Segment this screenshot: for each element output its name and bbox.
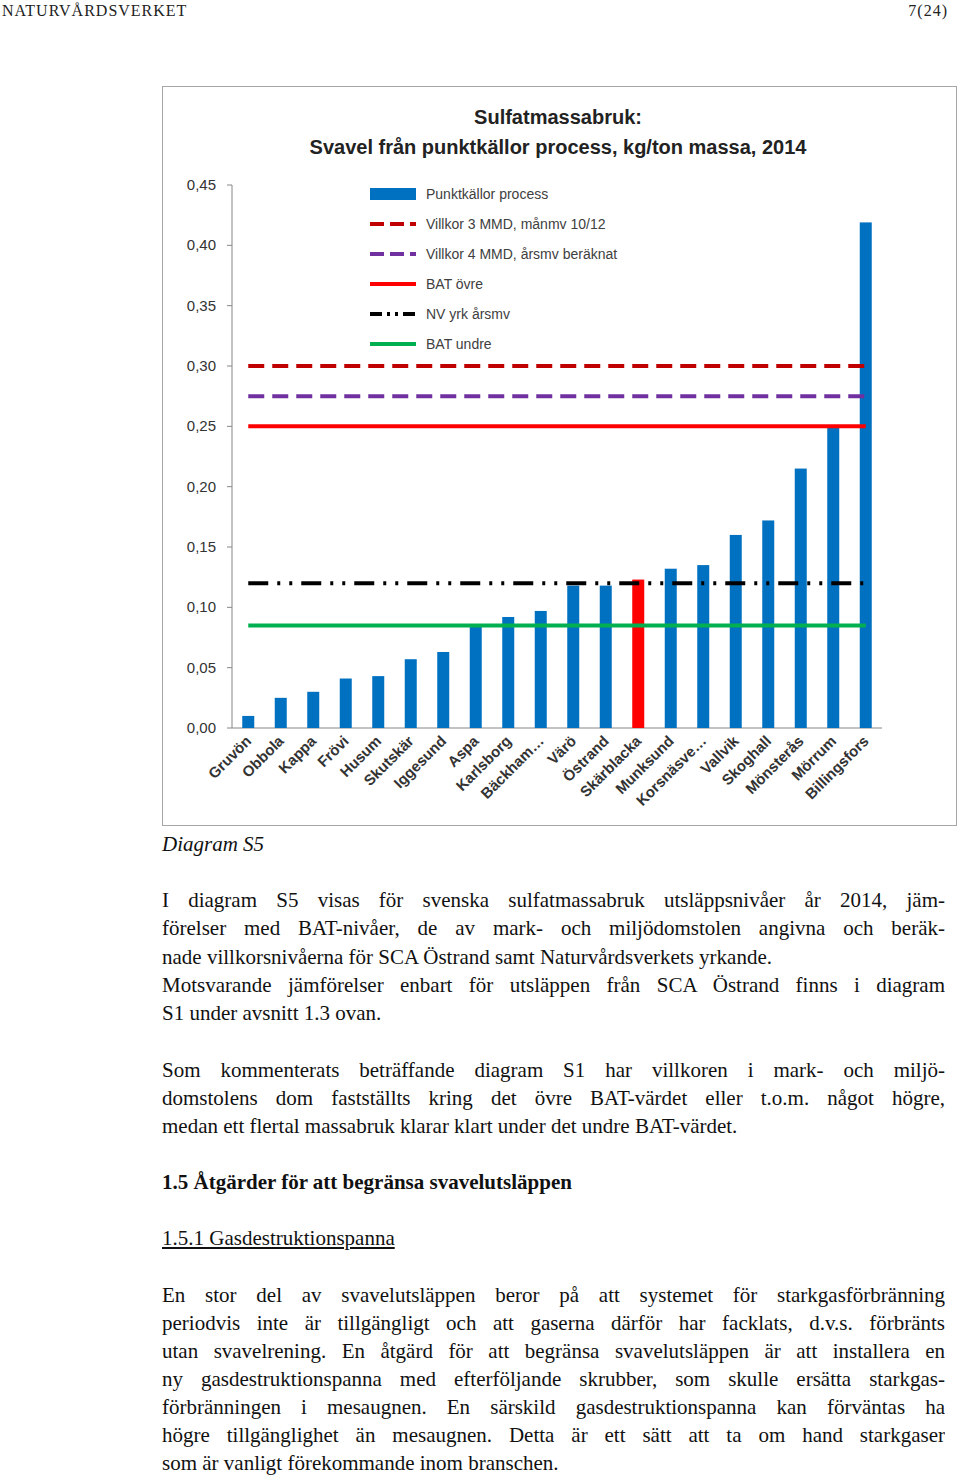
- bar: [340, 679, 352, 728]
- bar: [632, 580, 644, 728]
- legend-swatch: [370, 188, 416, 200]
- bar: [600, 586, 612, 728]
- caption: Diagram S5: [162, 831, 945, 857]
- legend-swatch: [370, 282, 416, 286]
- y-tick: [227, 366, 232, 367]
- y-tick-label: 0,30: [187, 357, 216, 374]
- y-tick: [227, 245, 232, 246]
- legend-label: Punktkällor process: [426, 186, 548, 202]
- paragraph-line: Som kommenterats beträffande diagram S1 …: [162, 1057, 945, 1083]
- x-axis: [232, 728, 882, 729]
- bar: [697, 565, 709, 728]
- y-tick-label: 0,45: [187, 176, 216, 193]
- bar: [860, 222, 872, 728]
- legend-swatch: [370, 252, 416, 256]
- y-tick-label: 0,40: [187, 236, 216, 253]
- y-tick: [227, 667, 232, 668]
- y-tick-label: 0,35: [187, 297, 216, 314]
- legend-label: Villkor 4 MMD, årsmv beräknat: [426, 246, 617, 262]
- x-tick-label: Korsnäsve…: [632, 732, 709, 809]
- bar: [502, 617, 514, 728]
- x-tick-label: Obbola: [238, 732, 287, 781]
- bar: [665, 569, 677, 728]
- y-tick-label: 0,15: [187, 538, 216, 555]
- legend-swatch: [370, 342, 416, 346]
- y-tick: [227, 728, 232, 729]
- bar: [567, 586, 579, 728]
- bar: [372, 676, 384, 728]
- chart-title: Sulfatmassabruk:: [474, 106, 642, 128]
- y-tick-label: 0,05: [187, 659, 216, 676]
- chart-subtitle: Svavel från punktkällor process, kg/ton …: [310, 136, 808, 158]
- paragraph-line: högre tillgänglighet än mesaugnen. Detta…: [162, 1422, 945, 1448]
- legend-swatch: [370, 222, 416, 226]
- bar: [470, 627, 482, 728]
- bar: [405, 659, 417, 728]
- bar: [275, 698, 287, 728]
- paragraph-line: S1 under avsnitt 1.3 ovan.: [162, 1000, 945, 1026]
- legend-label: Villkor 3 MMD, månmv 10/12: [426, 216, 606, 232]
- reference-line: [248, 394, 866, 398]
- header-org: NATURVÅRDSVERKET: [2, 2, 187, 20]
- y-tick: [227, 305, 232, 306]
- bar: [242, 716, 254, 728]
- header-page: 7(24): [908, 2, 948, 20]
- x-tick-label: Billingsfors: [802, 732, 872, 802]
- y-tick: [227, 426, 232, 427]
- paragraph-line: utan svavelrening. En åtgärd för att beg…: [162, 1338, 945, 1364]
- legend-swatch: [370, 312, 416, 316]
- paragraph-line: Motsvarande jämförelser enbart för utslä…: [162, 972, 945, 998]
- paragraph-line: periodvis inte är tillgängligt och att g…: [162, 1310, 945, 1336]
- chart-frame: [163, 87, 957, 826]
- y-tick-label: 0,00: [187, 719, 216, 736]
- x-tick-label: Kappa: [275, 732, 320, 777]
- y-tick-label: 0,10: [187, 598, 216, 615]
- reference-line: [248, 364, 866, 368]
- y-tick-label: 0,20: [187, 478, 216, 495]
- paragraph-line: medan ett flertal massabruk klarar klart…: [162, 1113, 945, 1139]
- y-tick: [227, 185, 232, 186]
- marks: [242, 222, 872, 728]
- paragraph-line: En stor del av svavelutsläppen beror på …: [162, 1282, 945, 1308]
- y-tick: [227, 547, 232, 548]
- section-heading: 1.5 Åtgärder för att begränsa svavelutsl…: [162, 1169, 945, 1195]
- bar: [437, 652, 449, 728]
- paragraph-line: I diagram S5 visas för svenska sulfatmas…: [162, 887, 945, 913]
- paragraph-line: domstolens dom fastställts kring det övr…: [162, 1085, 945, 1111]
- y-tick-label: 0,25: [187, 417, 216, 434]
- legend-label: BAT undre: [426, 336, 492, 352]
- subsection-heading: 1.5.1 Gasdestruktionspanna: [162, 1225, 395, 1251]
- bar: [795, 469, 807, 728]
- chart: Sulfatmassabruk: Svavel från punktkällor …: [0, 0, 960, 840]
- y-axis: [232, 185, 233, 728]
- bar: [827, 428, 839, 728]
- reference-line: [248, 581, 866, 585]
- paragraph-line: som är vanligt förekommande inom bransch…: [162, 1450, 945, 1476]
- reference-line: [248, 424, 866, 428]
- paragraph-line: förbränningen i mesaugnen. En särskild g…: [162, 1394, 945, 1420]
- paragraph-line: förelser med BAT-nivåer, de av mark- och…: [162, 915, 945, 941]
- x-tick-label: Bäckham…: [477, 732, 547, 802]
- bar: [730, 535, 742, 728]
- y-tick: [227, 486, 232, 487]
- x-tick-label: Iggesund: [390, 732, 449, 791]
- bar: [307, 692, 319, 728]
- legend-label: BAT övre: [426, 276, 483, 292]
- bar: [535, 611, 547, 728]
- paragraph-line: ny gasdestruktionspanna med efterföljand…: [162, 1366, 945, 1392]
- y-tick: [227, 607, 232, 608]
- legend-label: NV yrk årsmv: [426, 306, 510, 322]
- paragraph-line: nade villkorsnivåerna för SCA Östrand sa…: [162, 944, 945, 970]
- reference-line: [248, 623, 866, 627]
